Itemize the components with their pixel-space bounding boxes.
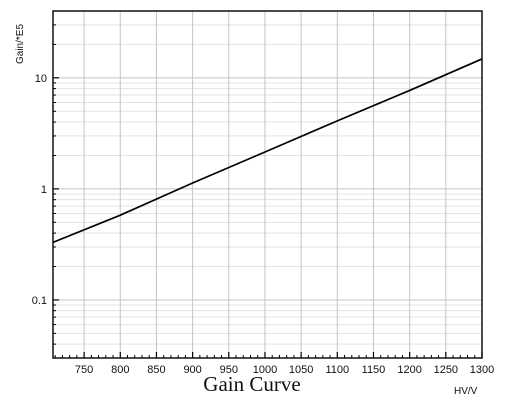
- x-axis-ticks: 750 800 850 900 950 1000 1050 1100 1150 1200 1250 1…: [54, 352, 494, 376]
- x-tick-label: 1000: [253, 364, 277, 376]
- series-layer: [52, 58, 483, 244]
- x-tick-label: 800: [111, 364, 129, 376]
- major-gridlines: [53, 11, 483, 358]
- x-tick-label: 900: [183, 364, 201, 376]
- minor-gridlines: [53, 10, 482, 359]
- x-tick-label: 1300: [470, 364, 494, 376]
- y-axis-ticks: 0.1 1 10: [32, 10, 59, 359]
- x-tick-label: 1150: [362, 364, 386, 376]
- gain-series-line: [52, 58, 483, 244]
- y-tick-label: 0.1: [32, 295, 47, 307]
- x-tick-label: 1100: [325, 364, 349, 376]
- x-tick-label: 1050: [289, 364, 313, 376]
- y-axis-label: Gain/*E5: [15, 24, 26, 64]
- x-tick-label: 750: [75, 364, 93, 376]
- x-tick-label: 1200: [397, 364, 421, 376]
- x-tick-label: 1250: [434, 364, 458, 376]
- x-tick-label: 950: [220, 364, 238, 376]
- y-tick-label: 1: [41, 184, 47, 196]
- x-tick-label: 850: [147, 364, 165, 376]
- y-tick-label: 10: [35, 73, 47, 85]
- plot-frame: [52, 10, 483, 359]
- chart-title: Gain Curve: [203, 372, 300, 396]
- x-axis-label: HV/V: [454, 386, 478, 397]
